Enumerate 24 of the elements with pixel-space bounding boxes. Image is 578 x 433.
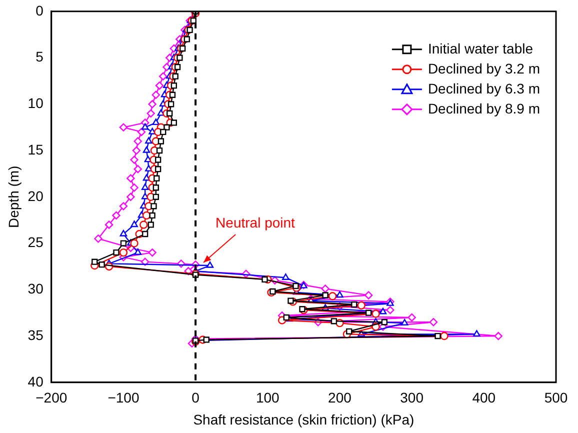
- y-tick-label: 30: [28, 280, 44, 297]
- x-tick-label: 500: [544, 390, 568, 406]
- x-tick-label: 400: [472, 390, 496, 406]
- y-axis-title: Depth (m): [5, 166, 22, 228]
- x-tick-label: −200: [36, 390, 68, 406]
- y-tick-label: 20: [28, 188, 44, 204]
- y-tick-label: 25: [28, 234, 44, 250]
- x-tick-label: 100: [256, 390, 280, 406]
- x-tick-label: 300: [400, 390, 424, 406]
- y-tick-label: 10: [28, 95, 44, 112]
- y-tick-label: 15: [28, 141, 44, 158]
- y-tick-label: 35: [28, 326, 44, 343]
- y-tick-label: 40: [28, 373, 44, 390]
- legend-label: Declined by 8.9 m: [428, 100, 540, 116]
- annotation: Neutral point: [216, 214, 296, 230]
- x-tick-label: −100: [108, 390, 140, 406]
- legend-label: Initial water table: [428, 40, 534, 56]
- y-tick-label: 5: [36, 48, 44, 65]
- x-tick-label: 0: [192, 390, 200, 406]
- x-tick-label: 200: [328, 390, 352, 406]
- y-tick-label: 0: [36, 2, 44, 18]
- legend-label: Declined by 6.3 m: [428, 80, 540, 96]
- legend-label: Declined by 3.2 m: [428, 60, 540, 76]
- x-axis-title: Shaft resistance (skin friction) (kPa): [193, 411, 414, 428]
